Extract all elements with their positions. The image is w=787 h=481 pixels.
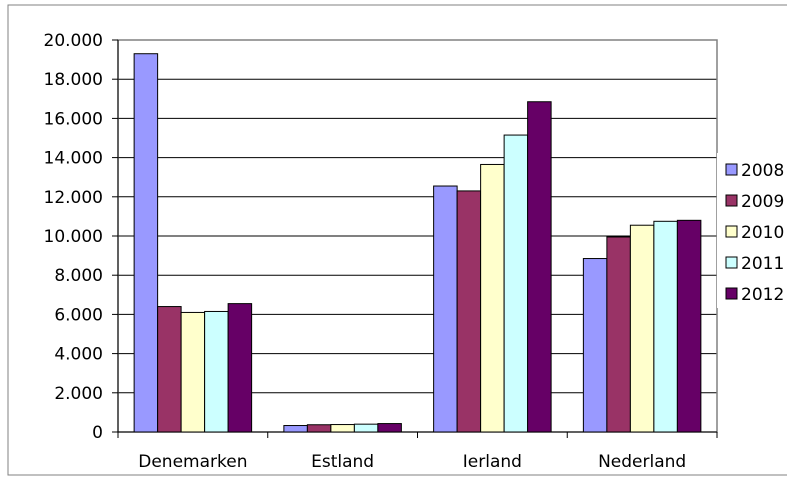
bar-ierland-2008 [433,185,458,433]
y-tick-label: 10.000 [44,227,103,247]
bar-denemarken-2009 [157,306,182,433]
x-tick-label: Nederland [598,452,686,472]
legend-swatch-2012 [725,287,738,300]
bar-ierland-2009 [456,190,482,433]
legend-label-2008: 2008 [741,161,784,181]
legend-label-2009: 2009 [741,192,784,212]
legend-label-2011: 2011 [741,254,784,274]
legend-label-2012: 2012 [741,285,784,305]
bar-denemarken-2010 [180,311,206,433]
legend: 2008 2009 2010 2011 2012 [717,153,787,308]
y-tick-label: 6.000 [54,305,103,325]
bar-denemarken-2012 [227,303,253,433]
bar-ierland-2011 [503,134,529,433]
legend-label-2010: 2010 [741,223,784,243]
x-axis-ticks: Denemarken Estland Ierland Nederland [117,432,718,472]
legend-swatch-2008 [725,163,738,176]
bar-ierland-2012 [527,101,552,433]
bar-nederland-2009 [606,236,631,433]
bar-denemarken-2008 [133,53,159,433]
y-tick-label: 4.000 [54,345,103,365]
y-tick-label: 2.000 [54,384,103,404]
y-tick-label: 8.000 [54,266,103,286]
legend-swatch-2009 [725,194,738,207]
y-tick-label: 16.000 [44,109,103,129]
bar-estland-2008 [283,425,308,433]
bar-estland-2012 [377,423,402,433]
y-tick-label: 12.000 [44,188,103,208]
bar-denemarken-2011 [204,310,229,433]
legend-swatch-2010 [725,225,738,238]
bar-estland-2009 [306,424,332,433]
bar-nederland-2012 [676,219,702,433]
bar-nederland-2008 [582,258,608,433]
bar-ierland-2010 [480,163,505,433]
bar-estland-2011 [353,423,379,433]
bar-nederland-2011 [653,220,678,433]
x-tick-label: Denemarken [138,452,247,472]
y-tick-label: 14.000 [44,149,103,169]
bars [133,53,702,433]
x-tick-label: Estland [311,452,374,472]
x-tick-label: Ierland [463,452,522,472]
y-tick-label: 20.000 [44,31,103,51]
y-tick-label: 18.000 [44,70,103,90]
legend-swatch-2011 [725,256,738,269]
y-tick-label: 0 [92,423,103,443]
bar-estland-2010 [330,424,355,433]
y-axis-ticks: 0 2.000 4.000 6.000 8.000 10.000 12.000 14.000 1… [44,31,118,443]
bar-nederland-2010 [629,224,655,433]
